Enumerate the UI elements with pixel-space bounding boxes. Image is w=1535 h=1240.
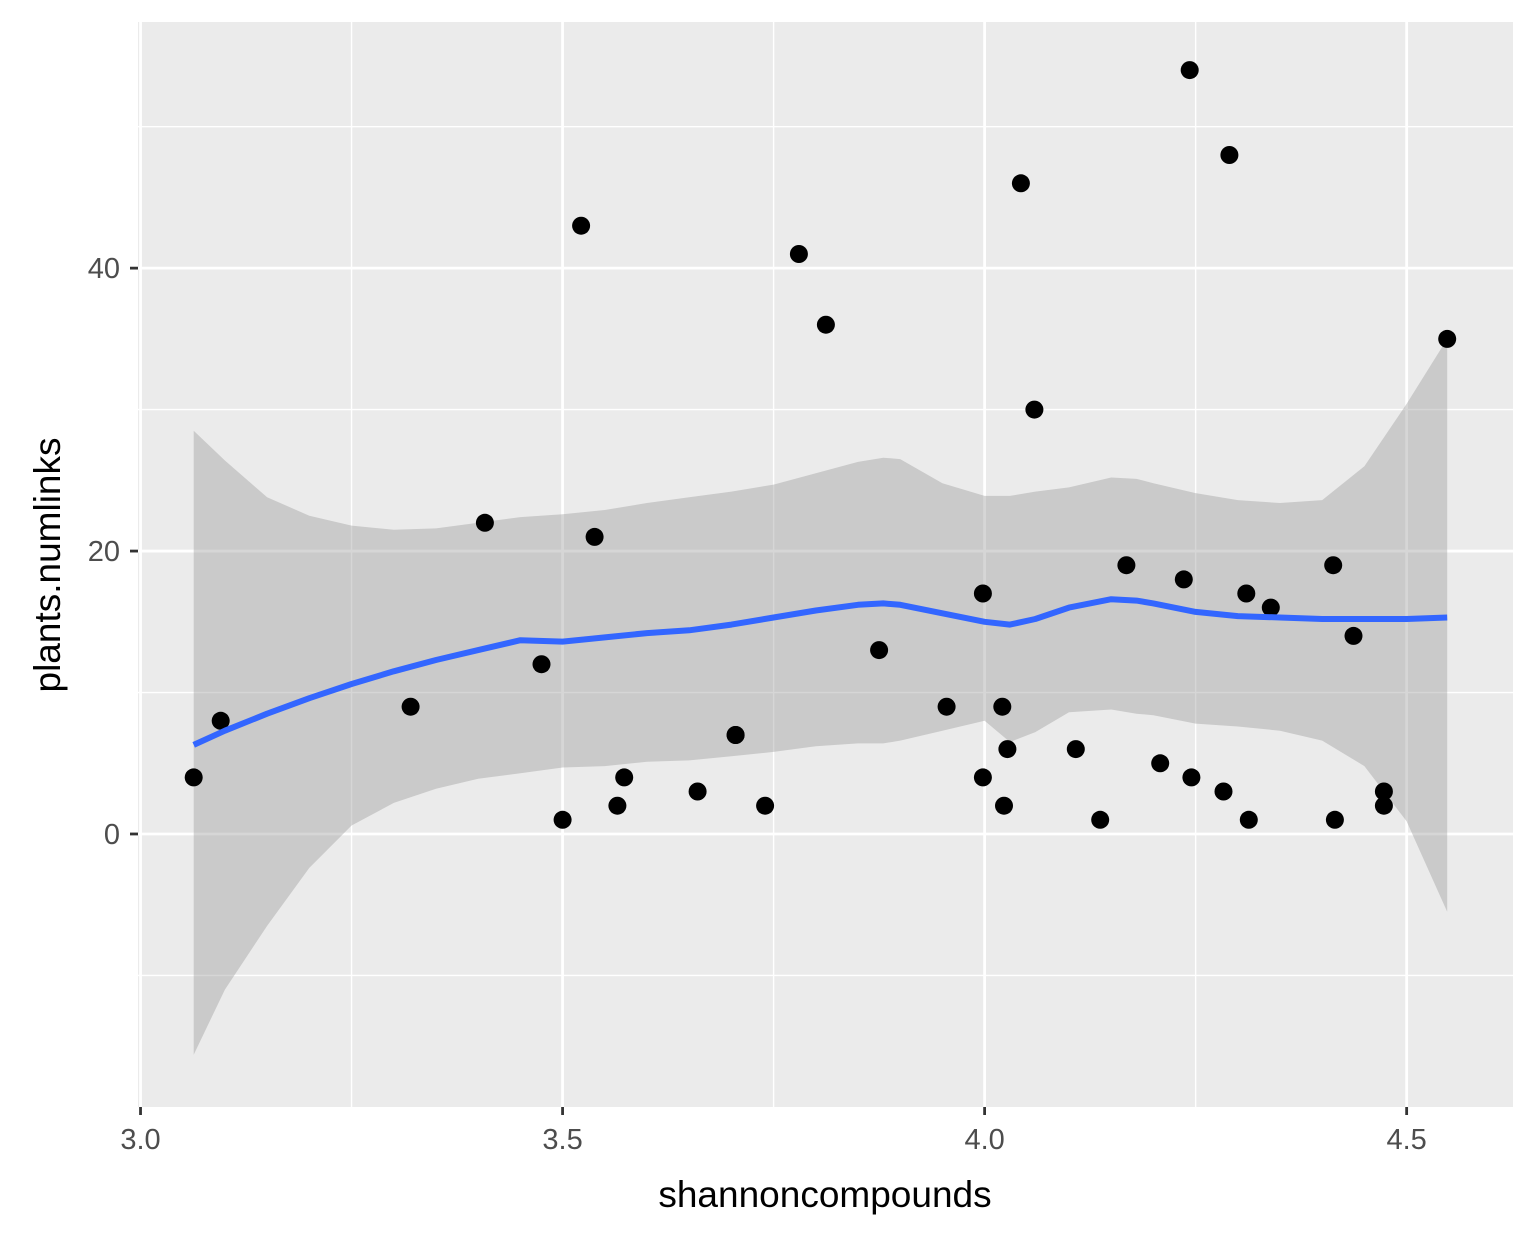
data-point — [1261, 598, 1280, 617]
data-point — [1182, 768, 1201, 787]
data-point — [1239, 810, 1258, 829]
data-point — [1066, 740, 1085, 759]
x-tick-label: 4.0 — [964, 1124, 1004, 1156]
data-point — [973, 768, 992, 787]
data-point — [789, 245, 808, 263]
data-point — [1374, 796, 1393, 815]
smooth-line — [192, 596, 1448, 748]
data-point — [1374, 782, 1393, 801]
data-point — [993, 697, 1012, 716]
data-point — [937, 697, 956, 716]
y-axis: 0 20 40 — [88, 253, 138, 851]
data-point — [756, 796, 775, 815]
data-point — [726, 726, 745, 744]
grid-major — [138, 22, 1513, 1107]
data-point — [870, 641, 889, 660]
data-point — [1174, 570, 1193, 589]
data-point — [995, 796, 1013, 815]
data-point — [1220, 146, 1239, 164]
x-axis-title: shannoncompounds — [658, 1174, 991, 1215]
x-axis: 3.0 3.5 4.0 4.5 — [120, 1107, 1427, 1156]
data-point — [1344, 626, 1363, 645]
y-tick-label: 40 — [88, 253, 120, 285]
data-point — [1438, 329, 1457, 348]
data-point — [1025, 400, 1044, 419]
data-point — [608, 796, 627, 815]
plot-panel — [138, 22, 1513, 1107]
data-point — [184, 768, 203, 787]
data-point — [1180, 61, 1199, 80]
y-tick-label: 20 — [88, 536, 120, 568]
data-point — [1151, 754, 1170, 773]
data-point — [211, 711, 230, 730]
data-point — [553, 810, 572, 829]
data-point — [816, 315, 835, 334]
data-point — [401, 697, 420, 716]
data-point — [572, 216, 591, 235]
x-tick-label: 4.5 — [1386, 1124, 1426, 1156]
y-tick-label: 0 — [104, 819, 120, 851]
x-tick-label: 3.5 — [542, 1124, 582, 1156]
data-point — [973, 584, 992, 603]
data-point — [475, 513, 494, 532]
data-point — [585, 527, 604, 546]
data-points — [184, 61, 1457, 829]
y-axis-title: plants.numlinks — [27, 437, 68, 692]
data-point — [998, 740, 1017, 759]
confidence-ribbon — [193, 338, 1448, 1055]
x-tick-label: 3.0 — [120, 1124, 160, 1156]
data-point — [1011, 174, 1030, 193]
data-point — [1237, 584, 1256, 603]
data-point — [1324, 556, 1343, 575]
data-point — [1117, 556, 1136, 575]
data-point — [1091, 810, 1110, 829]
data-point — [1214, 782, 1233, 801]
grid-minor — [138, 22, 1513, 1107]
data-point — [1325, 810, 1344, 829]
data-point — [615, 768, 634, 787]
data-point — [532, 655, 551, 674]
data-point — [688, 782, 707, 801]
